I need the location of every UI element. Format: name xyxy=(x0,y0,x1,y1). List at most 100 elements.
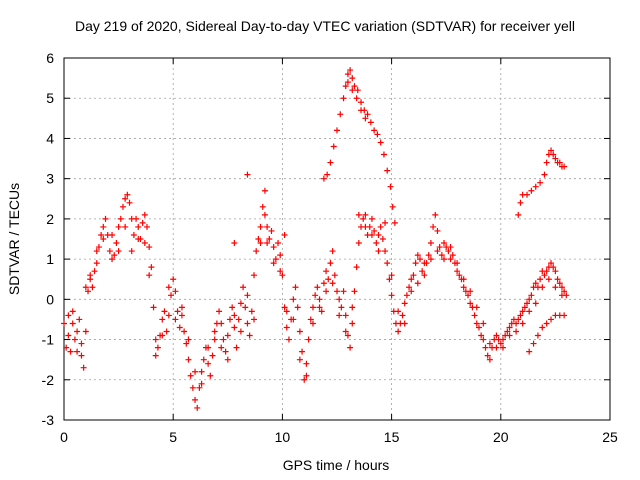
data-point xyxy=(237,328,244,335)
data-point xyxy=(143,223,150,230)
data-point xyxy=(515,211,522,218)
data-point xyxy=(135,236,142,242)
data-point xyxy=(178,304,185,311)
data-point xyxy=(119,203,126,210)
data-point xyxy=(95,244,102,251)
data-point xyxy=(264,223,271,230)
data-point xyxy=(161,308,168,315)
data-point xyxy=(478,332,485,339)
data-point xyxy=(336,296,343,303)
data-point xyxy=(373,240,380,247)
data-point xyxy=(382,248,389,255)
data-point xyxy=(305,336,312,343)
data-point xyxy=(148,264,155,271)
data-point xyxy=(342,83,349,90)
data-point xyxy=(401,300,408,307)
data-point xyxy=(126,199,133,206)
data-point xyxy=(309,320,316,327)
data-point xyxy=(543,320,550,327)
data-point xyxy=(349,304,356,311)
data-point xyxy=(528,187,535,194)
data-point xyxy=(141,240,148,247)
data-point xyxy=(235,316,242,323)
data-point xyxy=(189,384,196,391)
data-point xyxy=(296,356,303,363)
data-point xyxy=(307,316,314,323)
data-point xyxy=(513,320,520,327)
data-point xyxy=(497,340,504,347)
data-point xyxy=(358,107,365,114)
data-point xyxy=(233,344,240,351)
data-point xyxy=(419,268,426,275)
data-point xyxy=(552,284,559,291)
data-point xyxy=(71,336,78,343)
data-point xyxy=(528,292,535,299)
data-point xyxy=(324,171,331,178)
data-point xyxy=(327,260,334,267)
y-tick-label: 6 xyxy=(46,50,54,66)
data-point xyxy=(299,348,306,355)
data-point xyxy=(537,179,544,186)
data-point xyxy=(294,304,301,311)
y-tick-label: 4 xyxy=(46,130,54,146)
data-point xyxy=(192,368,199,375)
data-point xyxy=(480,336,487,343)
data-point xyxy=(334,288,340,295)
data-point xyxy=(447,244,454,251)
data-point xyxy=(93,260,100,267)
data-point xyxy=(251,272,258,279)
data-point xyxy=(174,308,181,315)
data-point xyxy=(384,167,391,174)
data-point xyxy=(91,268,98,275)
data-point xyxy=(358,99,365,106)
data-point xyxy=(340,288,347,295)
data-point xyxy=(354,87,361,94)
y-axis-label: SDTVAR / TECUs xyxy=(6,183,22,295)
data-point xyxy=(268,227,275,234)
data-point xyxy=(441,240,448,247)
data-series xyxy=(320,67,398,226)
data-point xyxy=(465,292,472,299)
data-point xyxy=(366,223,373,230)
data-point xyxy=(441,256,448,263)
data-point xyxy=(432,211,439,218)
data-point xyxy=(257,223,264,230)
data-point xyxy=(548,147,555,154)
data-point xyxy=(229,304,236,311)
data-point xyxy=(329,280,336,287)
data-point xyxy=(556,159,563,166)
data-point xyxy=(106,248,113,255)
data-point xyxy=(447,256,454,263)
data-point xyxy=(255,236,262,242)
data-point xyxy=(493,344,500,351)
data-point xyxy=(408,288,415,295)
data-point xyxy=(281,231,288,238)
data-point xyxy=(414,252,421,259)
y-axis-ticks: -3 -2 -1 0 1 2 3 4 5 6 xyxy=(42,50,610,428)
data-point xyxy=(334,127,340,134)
data-point xyxy=(389,203,396,210)
data-point xyxy=(504,328,511,335)
data-point xyxy=(337,111,344,118)
data-series xyxy=(65,211,565,387)
data-point xyxy=(266,236,273,242)
data-point xyxy=(416,256,423,263)
data-point xyxy=(115,248,122,255)
data-point xyxy=(558,292,565,299)
data-point xyxy=(122,195,129,202)
data-point xyxy=(152,352,159,359)
data-point xyxy=(320,175,327,182)
data-point xyxy=(296,328,303,335)
data-point xyxy=(395,328,402,335)
data-point xyxy=(231,312,238,319)
data-point xyxy=(430,223,437,230)
data-point xyxy=(163,328,170,335)
data-point xyxy=(159,332,166,339)
data-point xyxy=(548,260,555,267)
data-point xyxy=(270,244,277,251)
data-point xyxy=(537,276,544,283)
y-tick-label: -1 xyxy=(42,332,55,348)
data-point xyxy=(550,151,557,158)
data-point xyxy=(211,336,218,343)
